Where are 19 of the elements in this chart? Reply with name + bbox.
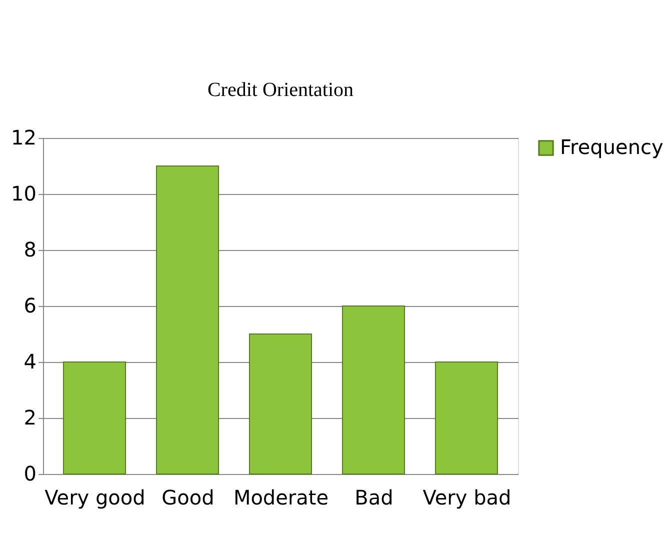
y-tick-label: 4 <box>24 350 36 374</box>
y-tick-label: 6 <box>24 294 36 318</box>
bar <box>435 362 498 474</box>
legend-label: Frequency <box>560 135 664 159</box>
bar <box>156 166 219 474</box>
chart-title: Credit Orientation <box>207 79 354 101</box>
x-tick-label: Moderate <box>233 486 329 510</box>
y-tick-label: 0 <box>24 462 36 486</box>
bar <box>63 362 126 474</box>
bar <box>249 334 312 474</box>
y-tick-label: 8 <box>24 238 36 262</box>
y-tick-label: 2 <box>24 406 36 430</box>
y-tick-label: 12 <box>11 126 36 150</box>
x-tick-label: Very good <box>44 486 146 510</box>
bar <box>342 306 405 474</box>
y-tick-label: 10 <box>11 182 36 206</box>
x-tick-label: Bad <box>354 486 394 510</box>
x-tick-label: Good <box>162 486 214 510</box>
x-tick-label: Very bad <box>422 486 512 510</box>
